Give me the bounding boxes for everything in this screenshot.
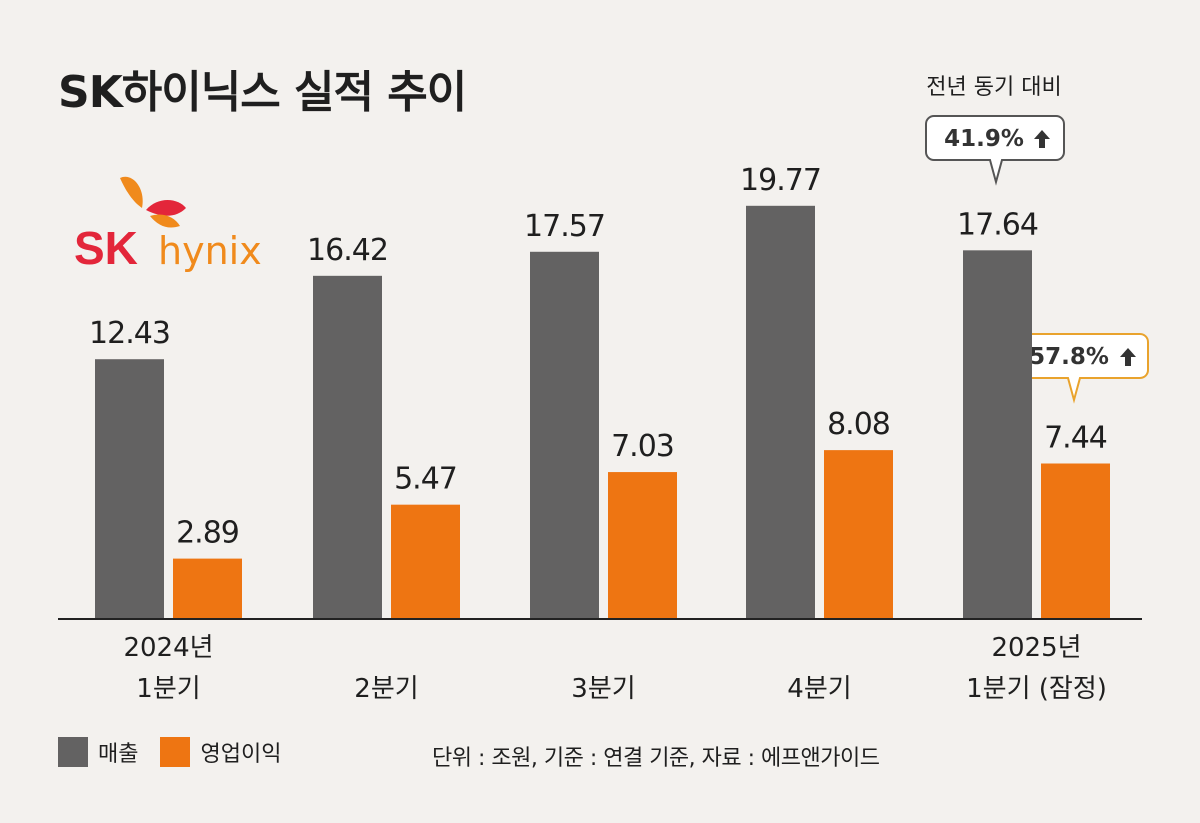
- operating-profit-bar-1: [173, 558, 242, 619]
- chart-title: SK하이닉스 실적 추이: [58, 67, 467, 118]
- revenue-bar-1: [95, 359, 164, 619]
- up-arrow-icon: [1034, 130, 1050, 148]
- x-tick-label-1-line-1: 2024년: [123, 633, 213, 663]
- logo-hynix-text: hynix: [158, 229, 262, 272]
- operating-profit-value-label-3: 7.03: [611, 429, 674, 464]
- logo-butterfly-wing-orange: [120, 176, 143, 208]
- operating-profit-bar-3: [608, 472, 677, 619]
- operating-profit-value-label-1: 2.89: [176, 516, 239, 551]
- revenue-yoy-value: 41.9%: [944, 126, 1024, 152]
- x-tick-label-5-line-2: 1분기 (잠정): [966, 674, 1107, 704]
- source-note: 단위 : 조원, 기준 : 연결 기준, 자료 : 에프앤가이드: [432, 746, 880, 771]
- x-tick-label-3: 3분기: [571, 674, 635, 704]
- logo-butterfly-wing-orange-2: [150, 214, 180, 228]
- revenue-bar-2: [313, 275, 382, 619]
- operating-profit-value-label-2: 5.47: [394, 462, 457, 497]
- operating-profit-bar-2: [391, 504, 460, 619]
- logo-butterfly-wing-red: [146, 200, 186, 216]
- legend-item-operating-profit: 영업이익: [160, 736, 281, 768]
- up-arrow-icon: [1120, 348, 1136, 366]
- legend-item-revenue: 매출: [58, 736, 138, 768]
- revenue-value-label-2: 16.42: [307, 233, 388, 268]
- legend-swatch-operating-profit: [160, 737, 191, 767]
- labels-layer: 12.43 16.42 17.57 19.77 17.64 2.89 5.47 7.03 8.0…: [89, 163, 1108, 704]
- bars-layer: [95, 205, 1110, 620]
- revenue-bar-3: [530, 251, 599, 620]
- operating-profit-value-label-5: 7.44: [1044, 421, 1107, 456]
- legend: 매출 영업이익: [58, 736, 303, 768]
- operating-profit-value-label-4: 8.08: [827, 407, 890, 442]
- revenue-yoy-callout: [925, 115, 1065, 186]
- revenue-value-label-3: 17.57: [524, 209, 605, 244]
- logo-sk-text: SK: [74, 222, 138, 272]
- revenue-bar-4: [746, 205, 815, 619]
- x-tick-label-2: 2분기: [354, 674, 418, 704]
- sk-hynix-logo: SK hynix: [74, 176, 262, 272]
- x-tick-label-4: 4분기: [787, 674, 851, 704]
- x-tick-label-5-line-1: 2025년: [991, 633, 1081, 663]
- operating-profit-bar-5: [1041, 463, 1110, 619]
- legend-label-revenue: 매출: [98, 742, 139, 767]
- yoy-header-text: 전년 동기 대비: [926, 75, 1061, 100]
- x-tick-label-1-line-2: 1분기: [136, 674, 200, 704]
- revenue-value-label-1: 12.43: [89, 316, 170, 351]
- legend-label-operating-profit: 영업이익: [200, 742, 282, 767]
- revenue-value-label-4: 19.77: [740, 163, 821, 198]
- operating-profit-bar-4: [824, 450, 893, 619]
- revenue-value-label-5: 17.64: [957, 207, 1038, 242]
- revenue-bar-5: [963, 250, 1032, 619]
- legend-swatch-revenue: [58, 737, 88, 767]
